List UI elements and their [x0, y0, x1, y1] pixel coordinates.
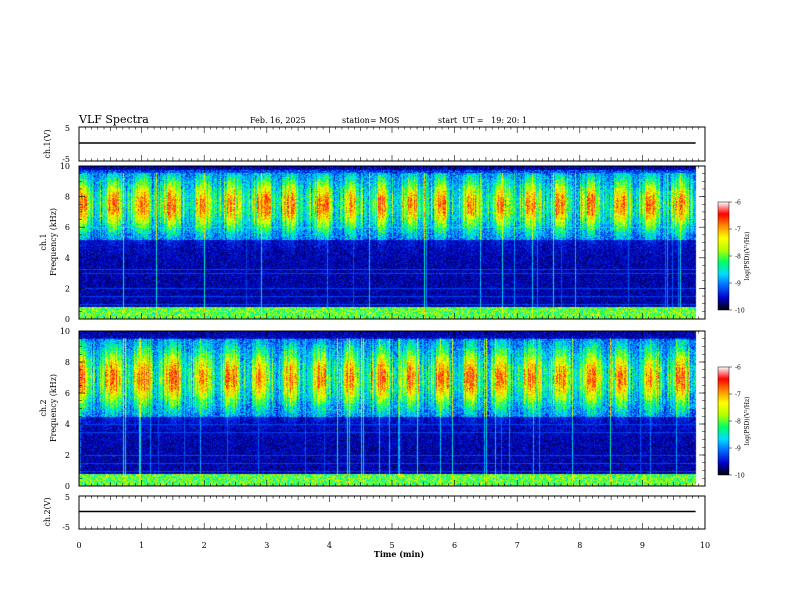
ch1-spectrogram-ytick-label: 0	[65, 315, 70, 324]
ch2-voltage-ytick-top: 5	[65, 493, 70, 502]
time-tick-label: 9	[640, 541, 645, 550]
ch2-voltage-panel: 5 -5 ch.2(V) 0 1 2 3 4 5 6 7 8 9 10 Time (min)	[43, 493, 710, 559]
ch1-frequency-label: Frequency (kHz)	[49, 208, 58, 276]
ch2-spectrogram-ytick-label: 4	[65, 420, 70, 429]
ch2-colorbar: -6 -7 -8 -9 -10 log(PSD)(V²/Hz)	[717, 365, 751, 480]
time-tick-label: 6	[452, 541, 457, 550]
ch1-voltage-ylabel: ch.1(V)	[43, 129, 52, 158]
ch1-spectrogram-panel: 0 2 4 6 8 10 ch.1 Frequency (kHz)	[39, 162, 706, 324]
ch2-spectrogram-ytick-label: 6	[65, 389, 70, 398]
ch2-spectrogram-ytick-label: 8	[65, 358, 70, 367]
ch2-colorbar-tick-label: -9	[735, 446, 741, 453]
ch1-spectrogram-ytick-label: 6	[65, 223, 70, 232]
time-tick-label: 10	[700, 541, 710, 550]
ch2-colorbar-scale	[717, 366, 730, 476]
ch1-colorbar-tick-label: -9	[735, 281, 741, 288]
time-tick-label: 5	[389, 541, 394, 550]
time-tick-label: 2	[202, 541, 207, 550]
ch1-voltage-ytick-top: 5	[65, 124, 70, 133]
time-tick-label: 4	[327, 541, 332, 550]
ch1-colorbar-scale	[717, 201, 730, 311]
time-tick-label: 0	[76, 541, 81, 550]
ch1-spectrogram-ytick-label: 2	[65, 284, 70, 293]
time-tick-label: 7	[515, 541, 520, 550]
ch1-colorbar-tick-label: -6	[735, 200, 741, 207]
date-label: Feb. 16, 2025	[250, 116, 306, 125]
ch1-voltage-panel: 5 -5 ch.1(V)	[43, 124, 706, 164]
time-tick-label: 1	[139, 541, 144, 550]
ch1-colorbar-tick-label: -7	[735, 227, 741, 234]
ch2-colorbar-tick-label: -7	[735, 392, 741, 399]
time-tick-label: 3	[264, 541, 269, 550]
ch2-spectrogram-image	[79, 331, 705, 486]
ch1-voltage-ytick-bottom: -5	[62, 155, 70, 164]
ch1-channel-label: ch.1	[39, 233, 48, 250]
ch2-channel-label: ch.2	[39, 399, 48, 416]
ch2-spectrogram-ytick-label: 0	[65, 482, 70, 491]
ch2-voltage-ytick-bottom: -5	[62, 523, 70, 532]
figure-title: VLF Spectra	[78, 113, 149, 126]
ch1-colorbar: -6 -7 -8 -9 -10 log(PSD)(V²/Hz)	[717, 200, 751, 315]
x-axis-label: Time (min)	[374, 549, 424, 559]
time-tick-label: 8	[577, 541, 582, 550]
ch1-colorbar-tick-label: -10	[735, 308, 745, 315]
ch2-spectrogram-ytick-label: 10	[60, 327, 70, 336]
ch1-colorbar-tick-label: -8	[735, 254, 741, 261]
ch2-voltage-ylabel: ch.2(V)	[43, 497, 52, 526]
ch2-spectrogram-ytick-label: 2	[65, 451, 70, 460]
ch2-frequency-label: Frequency (kHz)	[49, 374, 58, 442]
start-time-label: start UT = 19: 20: 1	[438, 116, 527, 125]
ch2-colorbar-tick-label: -8	[735, 419, 741, 426]
ch1-spectrogram-ytick-label: 8	[65, 193, 70, 202]
ch1-colorbar-label: log(PSD)(V²/Hz)	[744, 232, 751, 281]
station-label: station= MOS	[342, 116, 399, 125]
ch2-colorbar-tick-label: -6	[735, 365, 741, 372]
ch1-spectrogram-ytick-label: 10	[60, 162, 70, 171]
ch2-colorbar-label: log(PSD)(V²/Hz)	[744, 397, 751, 446]
ch2-spectrogram-panel: 0 2 4 6 8 10 ch.2 Frequency (kHz)	[39, 327, 706, 491]
ch2-colorbar-tick-label: -10	[735, 473, 745, 480]
ch1-spectrogram-ytick-label: 4	[65, 254, 70, 263]
ch1-spectrogram-image	[79, 166, 705, 319]
